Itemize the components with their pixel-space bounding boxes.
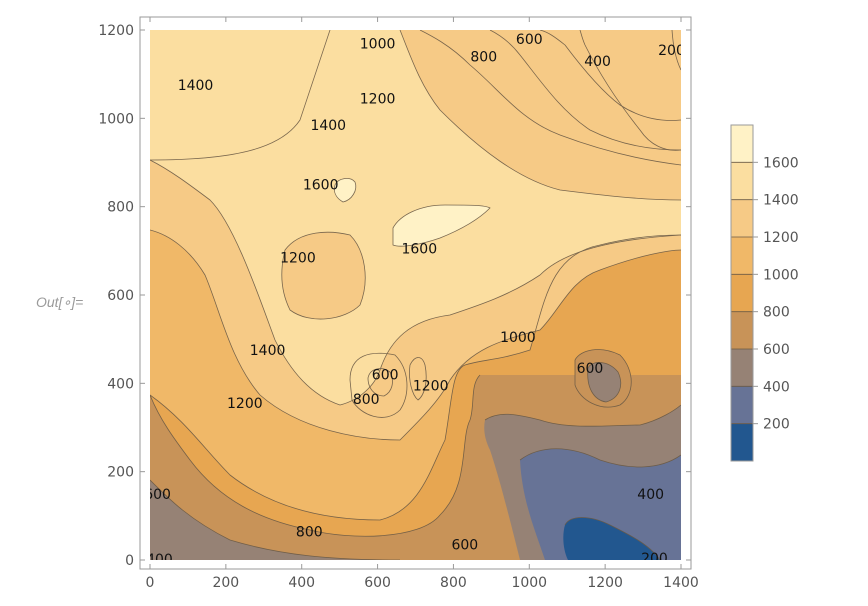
contour-label: 1000 <box>500 330 536 346</box>
x-tick-label: 1000 <box>511 575 547 591</box>
contour-label: 200 <box>641 551 668 567</box>
plot-area: 1000 600 200 800 400 1400 1200 1400 1600 1600 1200… <box>144 30 685 568</box>
colorbar-segment <box>731 237 753 275</box>
colorbar-tick-label: 600 <box>763 342 790 358</box>
band-1600-plus-small <box>334 178 356 202</box>
contour-label: 1400 <box>178 78 214 94</box>
y-tick-label: 800 <box>107 200 134 216</box>
contour-label: 1400 <box>310 118 346 134</box>
band-1200-1400-island <box>281 232 366 320</box>
contour-label: 1400 <box>250 343 286 359</box>
x-tick-label: 1400 <box>663 575 699 591</box>
band-400-600 <box>150 480 400 560</box>
y-tick-label: 1200 <box>98 23 134 39</box>
contour-label: 800 <box>470 50 497 66</box>
contour-label: 400 <box>146 552 173 568</box>
y-axis: 0 200 400 600 800 1000 1200 <box>98 23 691 569</box>
contour-lines <box>150 30 681 560</box>
contour-label: 400 <box>637 487 664 503</box>
colorbar-segment <box>731 274 753 312</box>
plot-frame <box>139 16 692 570</box>
contour-label: 1600 <box>303 178 339 194</box>
contour-label: 600 <box>144 487 171 503</box>
colorbar-segment <box>731 125 753 163</box>
y-tick-label: 0 <box>125 553 134 569</box>
colorbar-tick-label: 200 <box>763 417 790 433</box>
contour-label: 1200 <box>227 396 263 412</box>
contour-label: 200 <box>658 43 685 59</box>
band-0-200 <box>563 517 660 560</box>
colorbar-legend: 1600 1400 1200 1000 800 600 400 200 <box>730 124 799 462</box>
y-tick-label: 200 <box>107 465 134 481</box>
contour-label: 1200 <box>360 91 396 107</box>
colorbar-tick-label: 800 <box>763 305 790 321</box>
y-tick-label: 400 <box>107 376 134 392</box>
colorbar-tick-label: 400 <box>763 379 790 395</box>
contour-label: 600 <box>577 361 604 377</box>
out-label: Out[∘]= <box>36 294 84 310</box>
x-tick-label: 400 <box>288 575 315 591</box>
band-200-400 <box>520 448 681 560</box>
contour-label: 1600 <box>401 242 437 258</box>
contour-label: 1000 <box>360 36 396 52</box>
colorbar-frame <box>730 124 754 462</box>
contour-label: 1200 <box>413 379 449 395</box>
colorbar-segment <box>731 162 753 200</box>
y-tick-label: 1000 <box>98 111 134 127</box>
colorbar-tick-label: 1400 <box>763 193 799 209</box>
colorbar-tick-label: 1600 <box>763 155 799 171</box>
colorbar-segment <box>731 349 753 387</box>
contour-label: 800 <box>353 392 380 408</box>
colorbar-segment <box>731 199 753 237</box>
x-axis: 0 200 400 600 800 1000 1200 1400 <box>146 17 699 591</box>
x-tick-label: 0 <box>146 575 155 591</box>
y-tick-label: 600 <box>107 288 134 304</box>
contour-label: 800 <box>296 524 323 540</box>
contour-labels: 1000 600 200 800 400 1400 1200 1400 1600 1600 1200… <box>144 32 685 568</box>
contour-label: 600 <box>451 538 478 554</box>
contour-label: 400 <box>584 54 611 70</box>
colorbar-segment <box>731 386 753 424</box>
x-tick-label: 1200 <box>587 575 623 591</box>
colorbar-tick-label: 1200 <box>763 230 799 246</box>
band-400-600-pit-right <box>587 362 621 402</box>
x-tick-label: 800 <box>440 575 467 591</box>
band-1200-1400-small <box>409 357 427 400</box>
colorbar-segment <box>731 423 753 461</box>
colorbar-tick-label: 1000 <box>763 267 799 283</box>
x-tick-label: 200 <box>212 575 239 591</box>
contour-label: 600 <box>372 368 399 384</box>
colorbar-segment <box>731 311 753 349</box>
band-1600-plus <box>393 205 490 247</box>
contour-label: 1200 <box>280 250 316 266</box>
x-tick-label: 600 <box>364 575 391 591</box>
contour-label: 600 <box>516 32 543 48</box>
